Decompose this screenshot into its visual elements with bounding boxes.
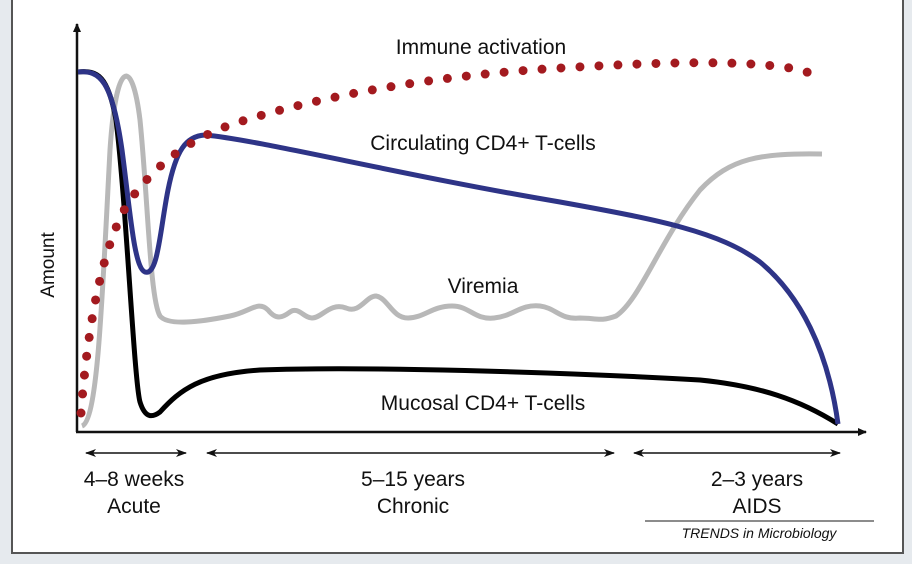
chronic-name: Chronic — [377, 495, 449, 518]
acute-duration: 4–8 weeks — [84, 468, 184, 491]
viremia-label: Viremia — [448, 275, 519, 298]
acute-name: Acute — [107, 495, 161, 518]
mucosal-cd4-label: Mucosal CD4+ T-cells — [381, 392, 585, 415]
circulating-cd4-label: Circulating CD4+ T-cells — [370, 132, 595, 155]
chronic-duration: 5–15 years — [361, 468, 465, 491]
aids-name: AIDS — [732, 495, 781, 518]
source-credit: TRENDS in Microbiology — [682, 525, 838, 541]
viremia-curve — [80, 73, 823, 429]
immune-activation-label: Immune activation — [396, 36, 566, 59]
immune-activation-curve — [76, 58, 827, 418]
figure-panel — [11, 0, 904, 554]
mucosal-cd4-curve — [77, 69, 840, 427]
y-axis-label: Amount — [38, 232, 59, 298]
circulating-cd4-curve — [77, 69, 841, 425]
aids-duration: 2–3 years — [711, 468, 803, 491]
